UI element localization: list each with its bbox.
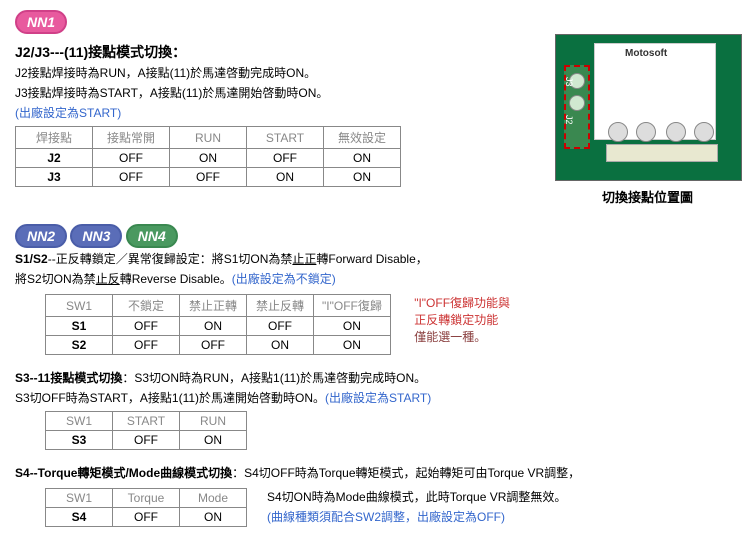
s1-title: J2/J3---(11)接點模式切換：	[15, 42, 535, 62]
s2-title: S1/S2--正反轉鎖定／異常復歸設定：將S1切ON為禁止正轉Forward D…	[15, 250, 740, 268]
badge-nn3: NN3	[70, 224, 122, 248]
badge-nn2: NN2	[15, 224, 67, 248]
s4-title: S4--Torque轉矩模式/Mode曲線模式切換：S4切OFF時為Torque…	[15, 464, 740, 482]
badge-nn4: NN4	[126, 224, 178, 248]
s4-table: SW1TorqueMode S4OFFON	[45, 488, 247, 527]
s3-indent: S3切OFF時為START，A接點1(11)於馬達開始啓動時ON。(出廠設定為S…	[15, 389, 740, 407]
s1-p3: (出廠設定為START)	[15, 104, 535, 122]
s1-table: 焊接點接點常開RUNSTART無效設定 J2OFFONOFFON J3OFFOF…	[15, 126, 401, 187]
board-figure: J3 J2 切換接點位置圖	[555, 34, 740, 206]
s3-table: SW1STARTRUN S3OFFON	[45, 411, 247, 450]
s2-indent: 將S2切ON為禁止反轉Reverse Disable。(出廠設定為不鎖定)	[15, 270, 740, 288]
s1-p2: J3接點焊接時為START，A接點(11)於馬達開始啓動時ON。	[15, 84, 535, 102]
s2-note: "I"OFF復歸功能與 正反轉鎖定功能 僅能選一種。	[414, 294, 510, 345]
board-caption: 切換接點位置圖	[555, 187, 740, 206]
s3-title: S3--11接點模式切換：S3切ON時為RUN，A接點1(11)於馬達啓動完成時…	[15, 369, 740, 387]
badge-nn1: NN1	[15, 10, 67, 34]
jumper-highlight: J3 J2	[564, 65, 590, 149]
s2-table: SW1不鎖定禁止正轉禁止反轉"I"OFF復歸 S1OFFONOFFON S2OF…	[45, 294, 391, 355]
s1-p1: J2接點焊接時為RUN，A接點(11)於馬達啓動完成時ON。	[15, 64, 535, 82]
s4-side: S4切ON時為Mode曲線模式，此時Torque VR調整無效。 (曲線種類須配…	[267, 486, 566, 528]
